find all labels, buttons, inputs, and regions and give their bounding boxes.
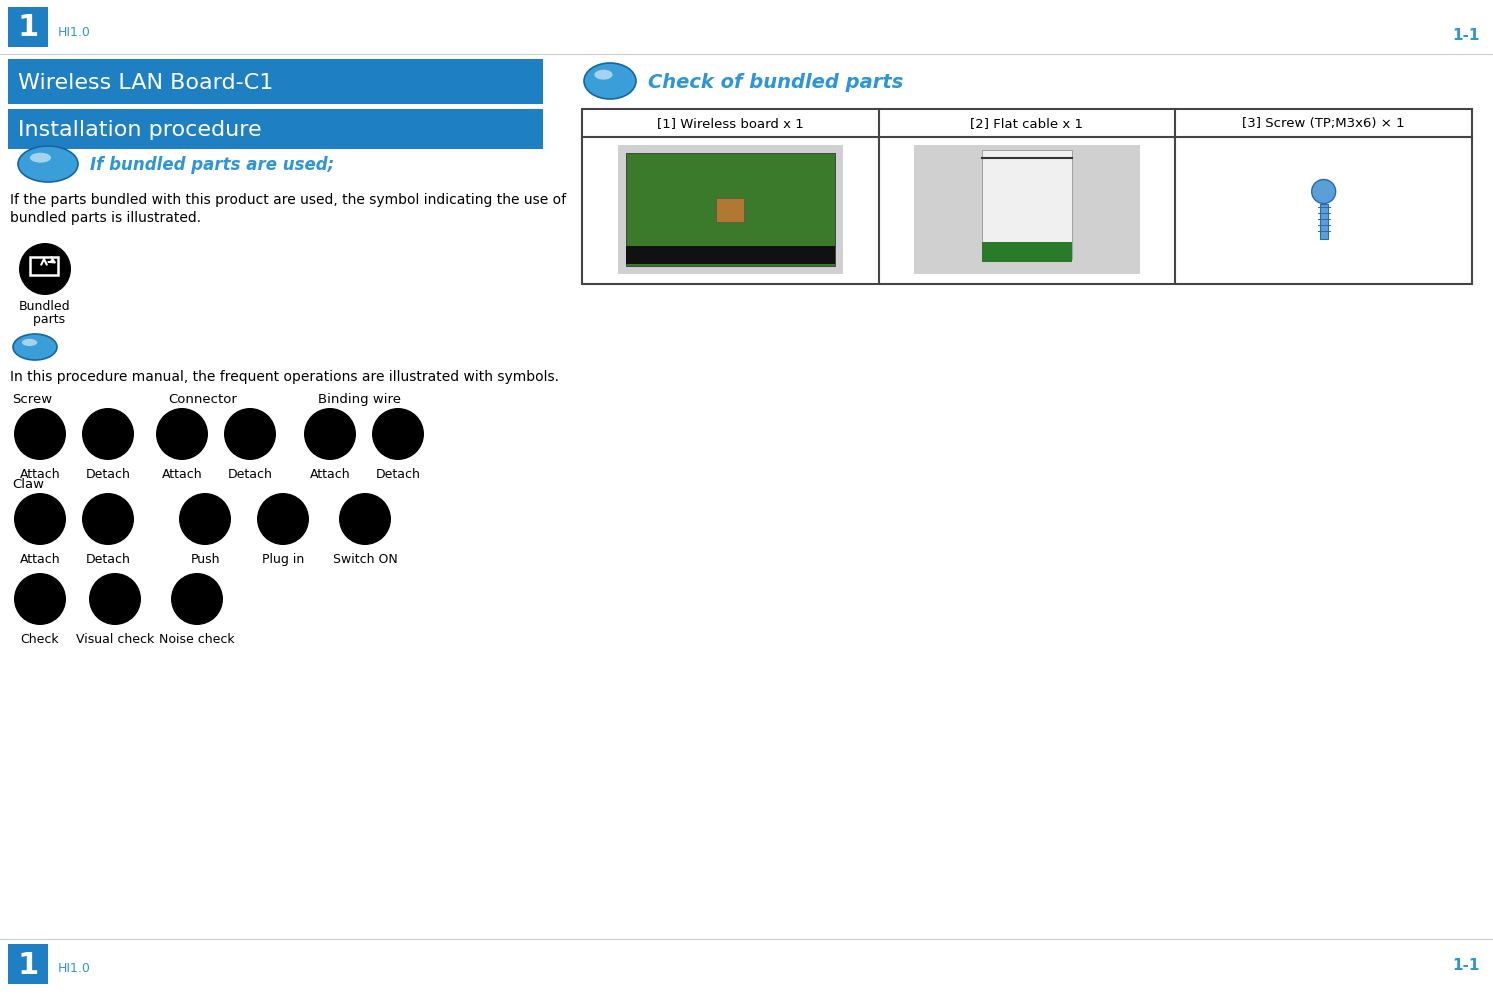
FancyBboxPatch shape [626, 154, 835, 266]
Ellipse shape [18, 147, 78, 183]
FancyBboxPatch shape [7, 110, 543, 150]
FancyBboxPatch shape [7, 60, 543, 105]
Text: 1: 1 [18, 14, 39, 43]
Circle shape [19, 244, 72, 295]
Text: If bundled parts are used;: If bundled parts are used; [90, 156, 334, 174]
Text: Claw: Claw [12, 477, 43, 490]
Text: Connector: Connector [169, 393, 237, 406]
Text: Bundled: Bundled [19, 300, 70, 313]
Text: Visual check: Visual check [76, 632, 154, 645]
Text: parts: parts [25, 313, 66, 326]
Text: [2] Flat cable x 1: [2] Flat cable x 1 [970, 117, 1084, 130]
Circle shape [339, 493, 391, 546]
Text: [1] Wireless board x 1: [1] Wireless board x 1 [657, 117, 803, 130]
FancyBboxPatch shape [582, 110, 1472, 284]
Circle shape [82, 409, 134, 460]
Ellipse shape [594, 71, 612, 81]
Text: Plug in: Plug in [261, 553, 305, 566]
FancyBboxPatch shape [982, 151, 1072, 259]
Circle shape [372, 409, 424, 460]
Text: Check of bundled parts: Check of bundled parts [648, 73, 903, 91]
FancyBboxPatch shape [717, 198, 745, 223]
Text: Wireless LAN Board-C1: Wireless LAN Board-C1 [18, 73, 273, 92]
Text: Detach: Detach [376, 467, 421, 480]
Circle shape [172, 574, 222, 625]
Text: Push: Push [190, 553, 219, 566]
Circle shape [179, 493, 231, 546]
Text: Detach: Detach [85, 467, 130, 480]
Text: HI1.0: HI1.0 [58, 27, 91, 40]
Text: 1: 1 [18, 949, 39, 978]
FancyBboxPatch shape [618, 146, 844, 274]
Circle shape [1312, 180, 1336, 205]
Circle shape [305, 409, 355, 460]
Text: Attach: Attach [309, 467, 351, 480]
Text: Attach: Attach [19, 553, 60, 566]
Text: In this procedure manual, the frequent operations are illustrated with symbols.: In this procedure manual, the frequent o… [10, 370, 558, 384]
Text: Check: Check [21, 632, 60, 645]
Circle shape [13, 574, 66, 625]
Ellipse shape [584, 64, 636, 100]
Ellipse shape [22, 340, 37, 347]
Text: Noise check: Noise check [160, 632, 234, 645]
Text: Attach: Attach [161, 467, 203, 480]
Text: Screw: Screw [12, 393, 52, 406]
Text: Installation procedure: Installation procedure [18, 120, 261, 140]
FancyBboxPatch shape [1320, 205, 1327, 240]
Text: Attach: Attach [19, 467, 60, 480]
FancyBboxPatch shape [7, 8, 48, 48]
FancyBboxPatch shape [982, 243, 1072, 262]
Text: 1-1: 1-1 [1453, 28, 1480, 43]
Text: If the parts bundled with this product are used, the symbol indicating the use o: If the parts bundled with this product a… [10, 193, 566, 226]
Text: Detach: Detach [85, 553, 130, 566]
Text: Detach: Detach [227, 467, 272, 480]
Circle shape [90, 574, 140, 625]
Text: 1-1: 1-1 [1453, 956, 1480, 971]
Circle shape [13, 409, 66, 460]
Ellipse shape [13, 335, 57, 361]
Circle shape [257, 493, 309, 546]
Circle shape [82, 493, 134, 546]
Ellipse shape [30, 154, 51, 163]
FancyBboxPatch shape [914, 146, 1139, 274]
Text: Binding wire: Binding wire [318, 393, 402, 406]
Circle shape [224, 409, 276, 460]
Text: [3] Screw (TP;M3x6) × 1: [3] Screw (TP;M3x6) × 1 [1242, 117, 1405, 130]
Text: Switch ON: Switch ON [333, 553, 397, 566]
FancyBboxPatch shape [7, 944, 48, 984]
Text: HI1.0: HI1.0 [58, 960, 91, 973]
FancyBboxPatch shape [626, 247, 835, 264]
Circle shape [155, 409, 208, 460]
Circle shape [13, 493, 66, 546]
